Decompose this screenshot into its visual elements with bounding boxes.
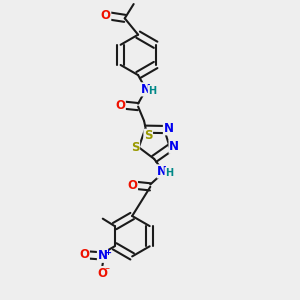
Text: N: N bbox=[157, 165, 167, 178]
Text: O: O bbox=[79, 248, 89, 261]
Text: N: N bbox=[98, 249, 107, 262]
Text: H: H bbox=[148, 85, 156, 96]
Text: O: O bbox=[115, 99, 125, 112]
Text: N: N bbox=[164, 122, 173, 135]
Text: O: O bbox=[128, 179, 137, 192]
Text: O: O bbox=[97, 266, 107, 280]
Text: ⁻: ⁻ bbox=[104, 267, 109, 277]
Text: H: H bbox=[165, 168, 173, 178]
Text: N: N bbox=[140, 83, 151, 96]
Text: N: N bbox=[169, 140, 179, 153]
Text: S: S bbox=[144, 129, 152, 142]
Text: O: O bbox=[101, 10, 111, 22]
Text: S: S bbox=[131, 141, 140, 154]
Text: +: + bbox=[104, 248, 111, 257]
